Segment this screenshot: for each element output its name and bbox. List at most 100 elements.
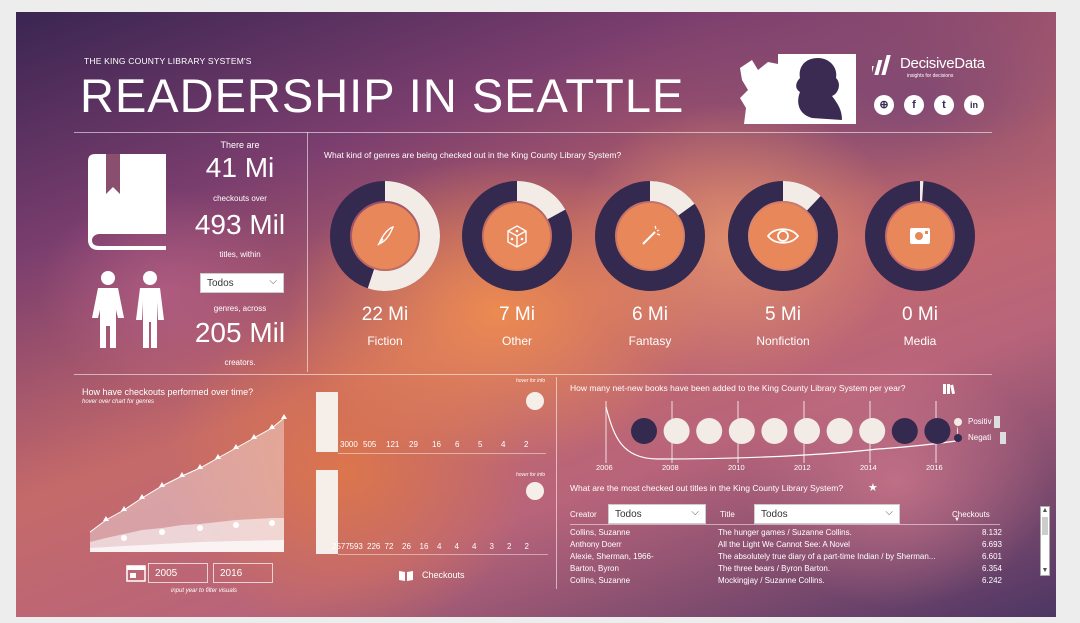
netnew-year-dot — [891, 418, 918, 444]
linkedin-icon[interactable]: in — [964, 95, 984, 115]
bottom-bar-value: 593 — [349, 542, 363, 551]
donut-nonfiction[interactable] — [727, 180, 839, 297]
info-toggle-top[interactable] — [526, 392, 544, 410]
creator-filter-value: Todos — [615, 509, 642, 520]
table-header-divider — [570, 524, 1000, 525]
summary-line2: checkouts over — [213, 194, 267, 203]
top-bars-baseline — [338, 453, 546, 454]
scroll-up-icon[interactable]: ▲ — [1041, 507, 1049, 514]
table-row[interactable]: Alexie, Sherman, 1966- The absolutely tru… — [570, 550, 1002, 562]
year-to-input[interactable]: 2016 — [213, 563, 273, 583]
facebook-icon[interactable]: f — [904, 95, 924, 115]
genre-value-fantasy: 6 Mi — [632, 304, 668, 325]
scroll-down-icon[interactable]: ▼ — [1041, 567, 1049, 574]
summary-line5: creators. — [224, 358, 256, 367]
twitter-icon[interactable]: t — [934, 95, 954, 115]
globe-icon[interactable]: ⊕ — [874, 95, 894, 115]
genre-filter-value: Todos — [207, 278, 234, 289]
bottom-bar-value: 72 — [384, 542, 394, 551]
bottom-bar-value: 4 — [454, 542, 459, 551]
bottom-bar-value: 2 — [507, 542, 512, 551]
netnew-year-dot — [728, 418, 755, 444]
summary-line3: titles, within — [219, 250, 261, 259]
top-bar-main[interactable] — [316, 392, 338, 452]
netnew-year-dot — [859, 418, 886, 444]
hover-info-top: hover for info — [516, 378, 546, 384]
netnew-year-label: 2012 — [794, 463, 811, 472]
row-checkouts: 6.693 — [981, 539, 1002, 549]
checkouts-total: 41 Mi — [205, 152, 275, 183]
bottom-bar-value: 3 — [489, 542, 494, 551]
creators-total: 205 Mil — [194, 317, 286, 348]
genre-filter-dropdown[interactable]: Todos ⌵ — [200, 273, 284, 293]
page-title: READERSHIP IN SEATTLE — [80, 69, 685, 122]
info-toggle-bottom[interactable] — [526, 482, 544, 500]
books-icon — [942, 382, 956, 395]
donut-media[interactable] — [864, 180, 976, 297]
donut-fiction[interactable] — [329, 180, 441, 297]
media-icon — [910, 228, 930, 244]
checkouts-column-label[interactable]: Checkouts — [952, 510, 990, 519]
row-creator: Collins, Suzanne — [570, 575, 631, 585]
table-row[interactable]: Barton, Byron The three bears / Byron Bar… — [570, 562, 1002, 574]
checkouts-area-chart[interactable] — [86, 392, 316, 562]
row-checkouts: 6.354 — [981, 563, 1002, 573]
bottom-bar-value: 2 — [524, 542, 529, 551]
donut-other[interactable] — [461, 180, 573, 297]
bottom-bar-value: 26 — [402, 542, 411, 551]
year-filter-hint: input year to filter visuals — [171, 588, 238, 594]
hover-info-bottom: hover for info — [516, 472, 546, 478]
netnew-year-label: 2008 — [662, 463, 679, 472]
sort-desc-icon[interactable]: ▼ — [954, 517, 960, 523]
genre-value-media: 0 Mi — [902, 304, 938, 325]
row-title: All the Light We Cannot See: A Novel — [718, 539, 850, 549]
netnew-year-dot — [794, 418, 820, 444]
bottom-bar-value: 226 — [367, 542, 381, 551]
top-bar-value: 3000 — [340, 440, 358, 449]
year-from-input[interactable]: 2005 — [148, 563, 208, 583]
donut-fantasy[interactable] — [594, 180, 706, 297]
open-book-icon — [398, 569, 414, 581]
decisivedata-logo-mark — [867, 55, 891, 75]
dashboard-canvas: THE KING COUNTY LIBRARY SYSTEM'S READERS… — [16, 12, 1056, 617]
top-bar-value: 16 — [432, 440, 441, 449]
dice-icon — [507, 225, 527, 248]
table-row[interactable]: Anthony Doerr All the Light We Cannot See… — [570, 538, 1002, 550]
genre-name-other: Other — [501, 334, 532, 348]
table-scrollbar[interactable]: ▲ ▼ — [1040, 506, 1050, 576]
bottom-divider — [556, 377, 557, 589]
bottom-bar-main[interactable] — [316, 470, 338, 554]
chevron-down-icon: ⌵ — [885, 507, 893, 518]
table-row[interactable]: Collins, Suzanne Mockingjay / Suzanne Col… — [570, 574, 1002, 586]
genre-value-nonfiction: 5 Mi — [765, 304, 801, 325]
calendar-icon — [126, 564, 146, 582]
header-divider — [74, 132, 992, 133]
row-title: The three bears / Byron Barton. — [718, 563, 831, 573]
netnew-title: How many net-new books have been added t… — [570, 383, 906, 393]
netnew-year-dot — [826, 418, 853, 444]
row-checkouts: 6.242 — [981, 575, 1002, 585]
row-creator: Anthony Doerr — [570, 539, 622, 549]
scroll-thumb[interactable] — [1042, 517, 1048, 535]
most-checked-title: What are the most checked out titles in … — [570, 483, 844, 493]
creator-filter-dropdown[interactable]: Todos ⌵ — [608, 504, 706, 524]
netnew-timeline-chart[interactable] — [578, 397, 983, 470]
genre-name-fantasy: Fantasy — [628, 334, 672, 348]
genre-name-media: Media — [903, 334, 937, 348]
checkouts-bar-label: Checkouts — [422, 570, 465, 580]
decisivedata-logo — [867, 54, 900, 81]
middle-divider — [74, 374, 992, 375]
row-checkouts: 8.132 — [981, 527, 1002, 537]
bottom-bars-baseline — [338, 554, 548, 555]
table-row[interactable]: Collins, Suzanne The hunger games / Suzan… — [570, 526, 1002, 538]
summary-divider — [307, 132, 308, 372]
title-filter-value: Todos — [761, 509, 788, 520]
magic-wand-icon — [642, 225, 661, 245]
performance-hint: hover over chart for genres — [82, 399, 155, 405]
header-subtitle: THE KING COUNTY LIBRARY SYSTEM'S — [84, 56, 252, 66]
genres-question: What kind of genres are being checked ou… — [324, 150, 622, 160]
title-filter-dropdown[interactable]: Todos ⌵ — [754, 504, 900, 524]
netnew-year-dot — [663, 418, 690, 444]
top-bar-value: 2 — [524, 440, 529, 449]
legend-negative-dot — [954, 434, 962, 442]
